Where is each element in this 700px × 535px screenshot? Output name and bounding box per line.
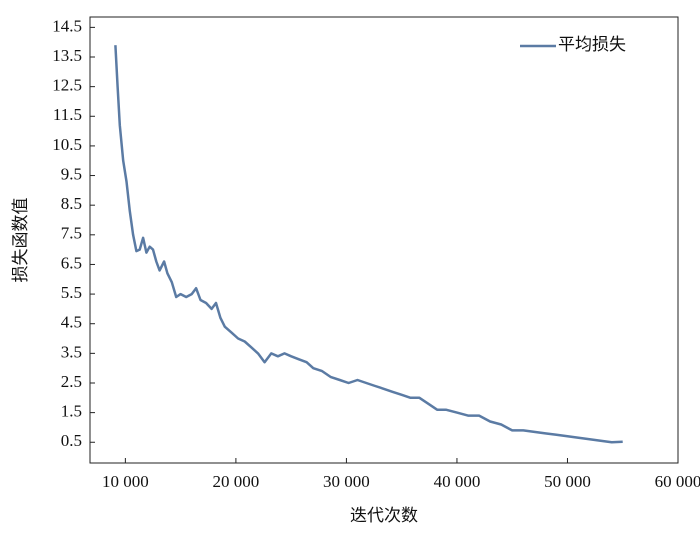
y-tick-label: 14.5 — [52, 16, 82, 35]
y-tick-label: 9.5 — [61, 164, 82, 183]
x-tick-label: 60 000 — [655, 472, 700, 491]
y-tick-label: 8.5 — [61, 194, 82, 213]
y-tick-label: 12.5 — [52, 76, 82, 95]
y-tick-label: 6.5 — [61, 253, 82, 272]
x-tick-label: 20 000 — [213, 472, 260, 491]
y-axis-label: 损失函数值 — [11, 198, 30, 283]
y-tick-label: 7.5 — [61, 224, 82, 243]
x-tick-label: 30 000 — [323, 472, 370, 491]
y-tick-label: 5.5 — [61, 283, 82, 302]
y-tick-label: 10.5 — [52, 135, 82, 154]
y-tick-label: 13.5 — [52, 46, 82, 65]
legend-label: 平均损失 — [558, 35, 626, 54]
y-tick-label: 1.5 — [61, 402, 82, 421]
y-tick-label: 4.5 — [61, 313, 82, 332]
x-tick-label: 50 000 — [544, 472, 591, 491]
plot-frame — [89, 16, 679, 464]
x-tick-label: 10 000 — [102, 472, 149, 491]
y-tick-label: 2.5 — [61, 372, 82, 391]
x-tick-label: 40 000 — [434, 472, 481, 491]
y-tick-label: 3.5 — [61, 342, 82, 361]
loss-line — [114, 45, 623, 444]
y-tick-label: 0.5 — [61, 431, 82, 450]
y-tick-label: 11.5 — [53, 105, 82, 124]
x-axis-label: 迭代次数 — [350, 506, 418, 525]
